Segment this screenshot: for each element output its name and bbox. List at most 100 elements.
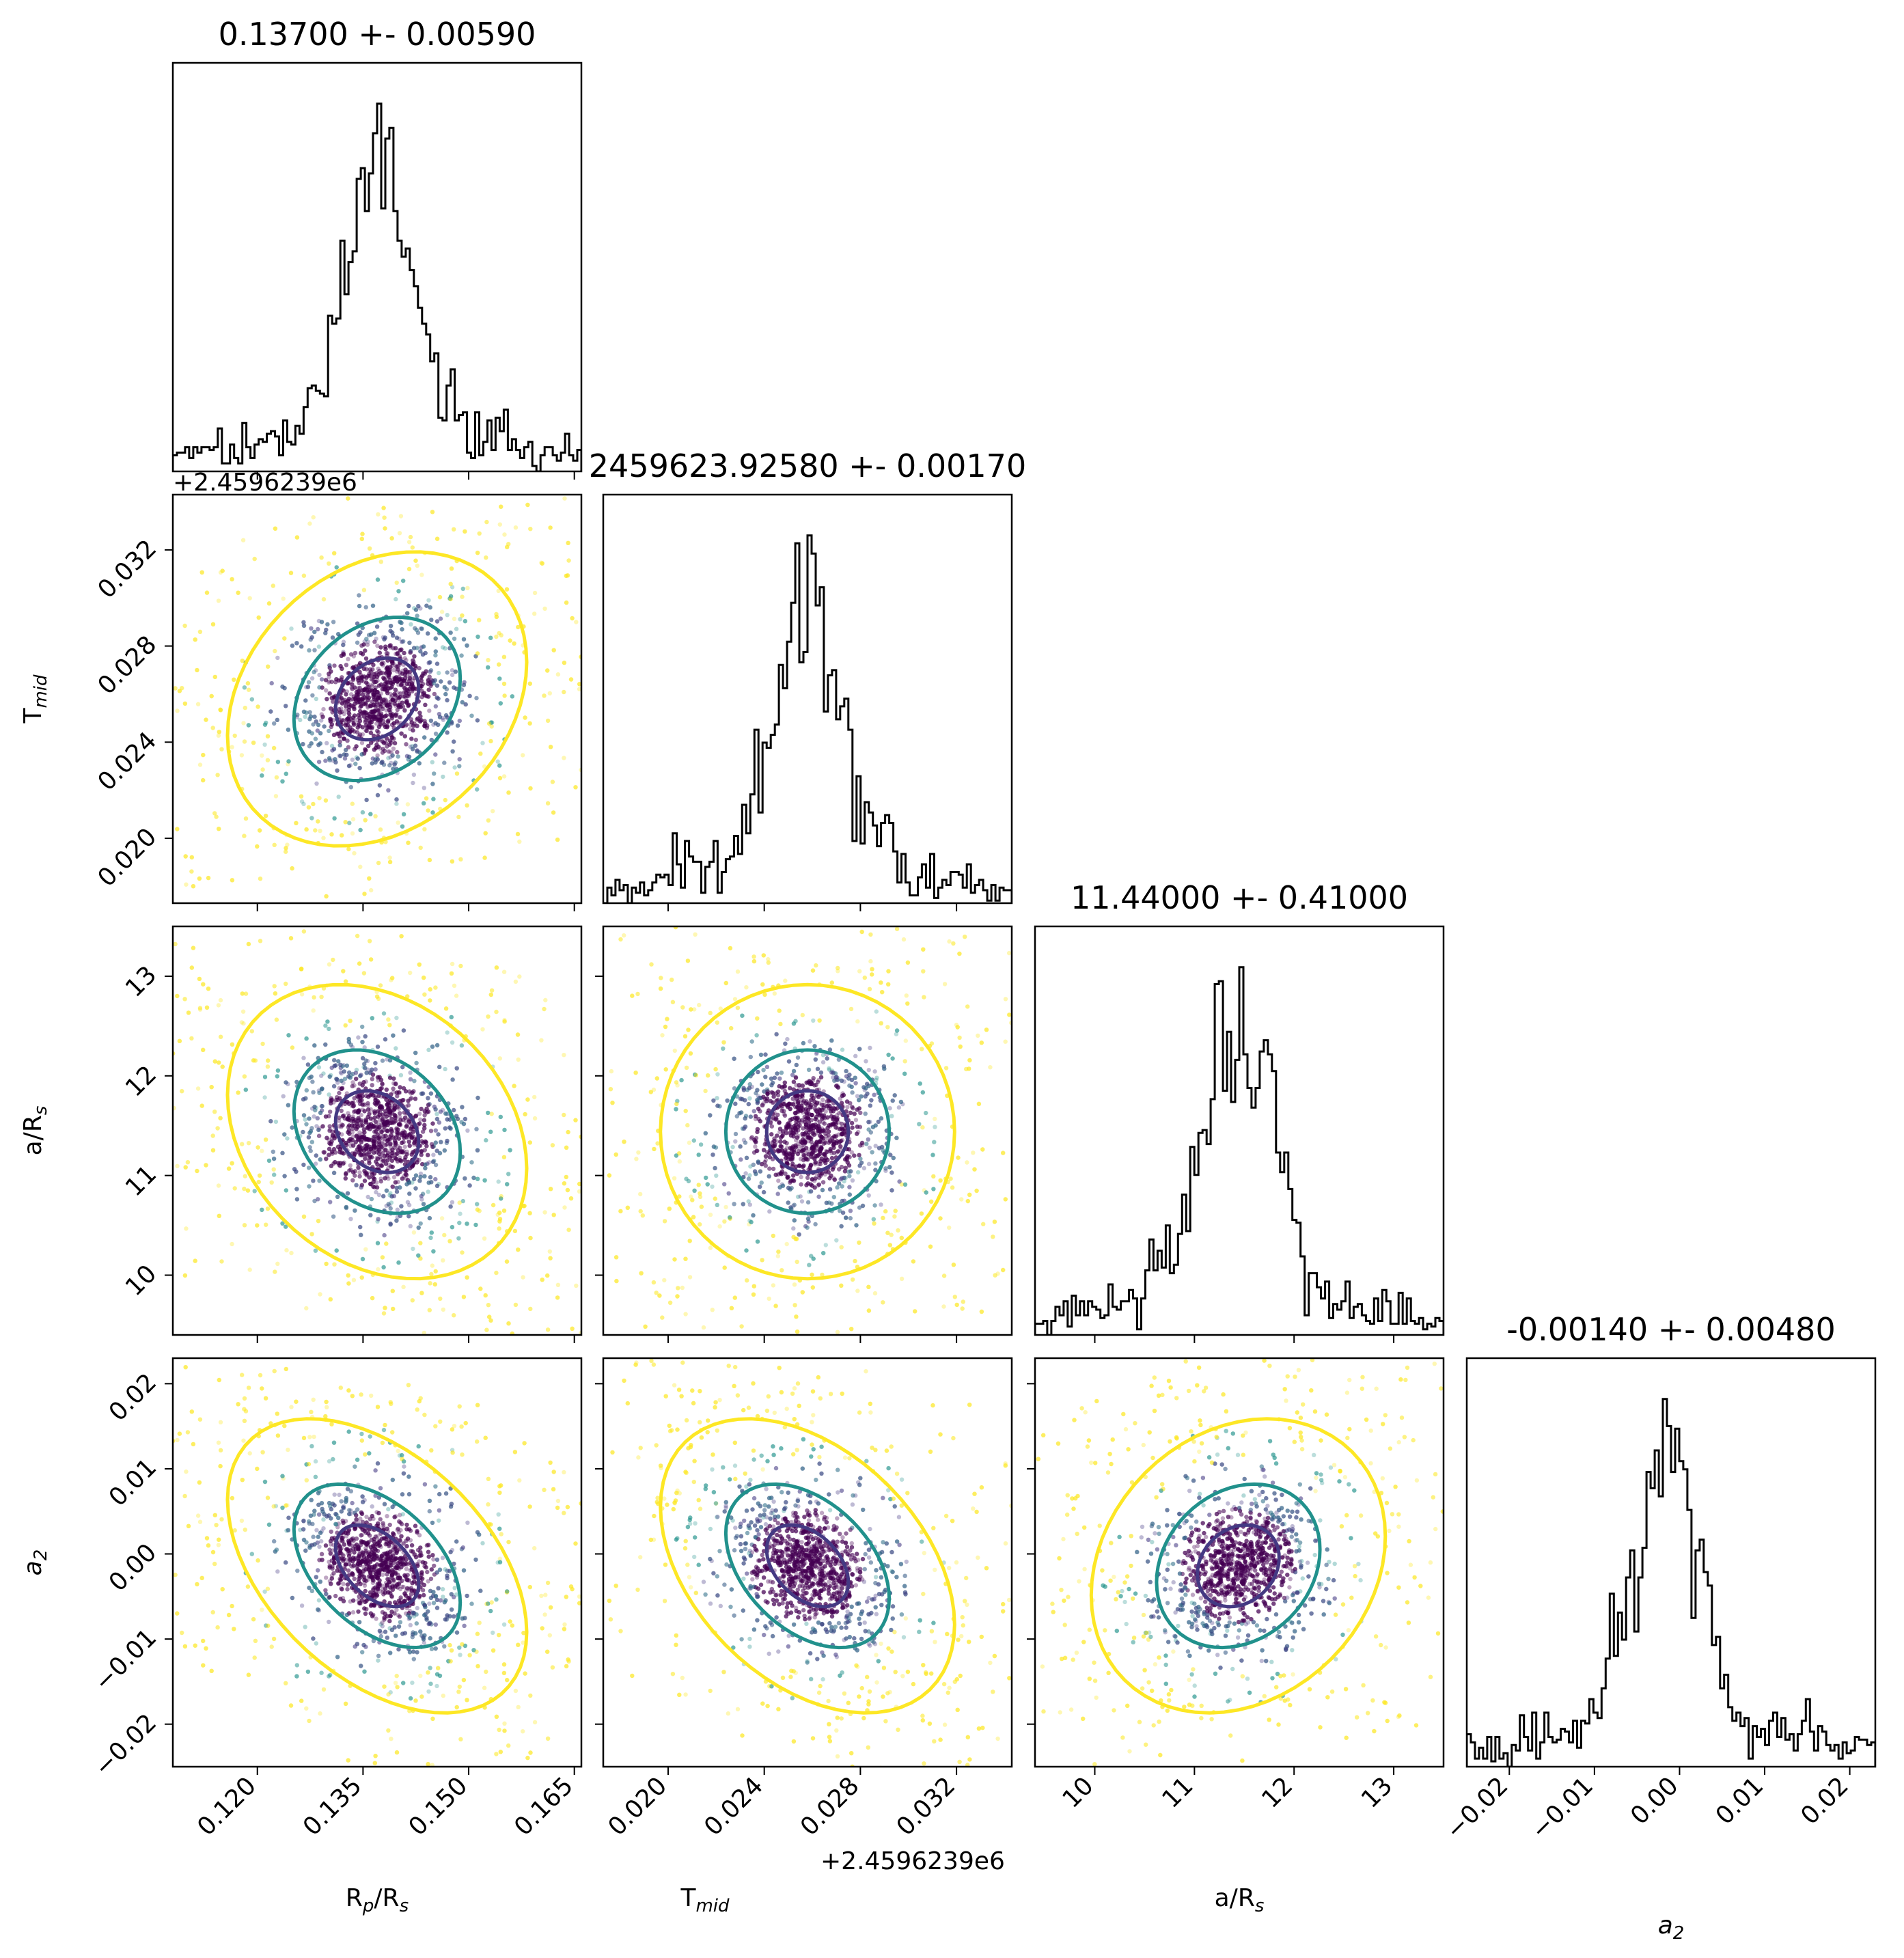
sample-point	[364, 728, 369, 734]
sample-point	[346, 711, 351, 716]
sample-point	[354, 693, 359, 698]
sample-point	[364, 667, 369, 672]
sample-point	[360, 810, 365, 815]
sample-point	[404, 722, 409, 727]
sample-point	[314, 696, 318, 702]
sample-point	[551, 1362, 555, 1366]
sample-point	[336, 731, 341, 736]
sample-point	[387, 855, 392, 860]
sample-point	[333, 760, 338, 765]
sample-point	[448, 581, 453, 586]
sample-point	[462, 680, 467, 685]
sample-point	[429, 618, 434, 622]
sample-point	[404, 742, 409, 747]
sample-point	[422, 786, 426, 790]
sample-point	[542, 693, 547, 698]
sample-point	[330, 758, 335, 763]
sample-point	[540, 561, 544, 566]
sample-point	[263, 814, 268, 818]
sample-point	[398, 1073, 404, 1078]
sample-point	[417, 665, 422, 671]
sample-point	[362, 687, 367, 693]
sample-point	[390, 735, 395, 741]
sample-point	[128, 697, 132, 701]
sample-point	[304, 827, 309, 832]
sample-point	[443, 1066, 447, 1072]
sample-point	[429, 737, 434, 743]
sample-point	[430, 782, 435, 786]
sample-point	[204, 717, 208, 722]
sample-point	[422, 735, 427, 740]
sample-point	[373, 757, 378, 762]
sample-point	[303, 698, 308, 703]
sample-point	[460, 613, 465, 618]
sample-point	[372, 709, 377, 714]
sample-point	[441, 1258, 445, 1263]
sample-point	[413, 558, 418, 563]
sample-point	[416, 604, 421, 609]
sample-point	[449, 566, 454, 571]
sample-point	[568, 677, 574, 682]
sample-point	[197, 762, 203, 767]
sample-point	[394, 596, 398, 602]
sample-point	[411, 684, 415, 689]
sample-point	[426, 808, 430, 813]
sample-point	[400, 627, 404, 632]
sample-point	[316, 819, 320, 824]
sample-point	[368, 673, 372, 678]
sample-point	[312, 629, 317, 635]
sample-point	[393, 693, 398, 698]
sample-point	[438, 616, 443, 621]
sample-point	[370, 699, 375, 704]
sample-point	[396, 682, 401, 687]
sample-point	[243, 705, 247, 711]
sample-point	[360, 732, 365, 737]
sample-point	[408, 677, 413, 682]
sample-point	[411, 658, 415, 663]
sample-point	[375, 696, 381, 701]
sample-point	[374, 698, 378, 702]
sample-point	[206, 875, 211, 881]
sample-point	[294, 535, 300, 540]
sample-point	[378, 827, 383, 832]
panel-content	[603, 534, 1012, 903]
sample-point	[465, 643, 469, 648]
sample-point	[243, 816, 249, 821]
sample-point	[386, 674, 391, 678]
sample-point	[346, 496, 350, 501]
sample-point	[371, 714, 376, 719]
sample-point	[377, 712, 382, 717]
sample-point	[393, 760, 398, 765]
sample-point	[364, 680, 369, 685]
sample-point	[399, 731, 404, 736]
sample-point	[404, 687, 409, 692]
sample-point	[286, 762, 290, 767]
sample-point	[271, 745, 277, 751]
sample-point	[366, 725, 371, 730]
sample-point	[389, 740, 394, 745]
sample-point	[562, 660, 567, 665]
sample-point	[362, 687, 367, 692]
sample-point	[400, 671, 405, 676]
sample-point	[362, 639, 367, 644]
sample-point	[409, 622, 413, 627]
sample-point	[308, 637, 313, 642]
sample-point	[412, 654, 417, 659]
sample-point	[374, 700, 379, 705]
sample-point	[383, 644, 388, 649]
sample-point	[375, 718, 381, 723]
sample-point	[497, 775, 503, 781]
sample-point	[392, 676, 397, 681]
sample-point	[368, 715, 372, 720]
sample-point	[376, 683, 382, 688]
sample-point	[409, 682, 415, 687]
sample-point	[402, 686, 407, 691]
sample-point	[394, 580, 399, 585]
sample-point	[494, 634, 499, 639]
sample-point	[389, 716, 394, 721]
sample-point	[461, 682, 467, 687]
sample-point	[338, 663, 343, 669]
sample-point	[342, 698, 348, 702]
sample-point	[388, 645, 393, 650]
sample-point	[399, 681, 404, 687]
